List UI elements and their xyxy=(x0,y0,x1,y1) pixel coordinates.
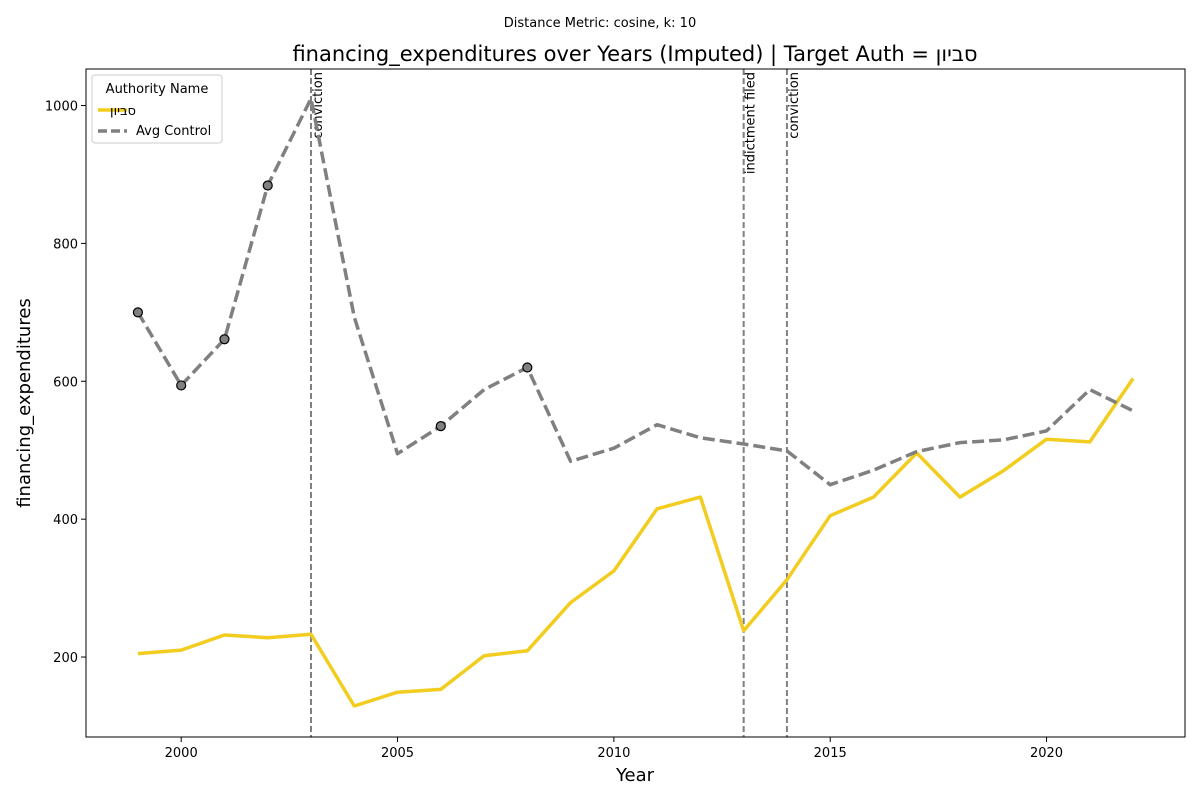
y-tick-label: 800 xyxy=(53,237,78,252)
chart-title: financing_expenditures over Years (Imput… xyxy=(292,42,977,67)
legend: Authority Name סביון Avg Control xyxy=(91,74,223,144)
x-tick-label: 2020 xyxy=(1030,746,1063,761)
y-tick-label: 400 xyxy=(53,513,78,528)
plot-frame xyxy=(85,68,1186,738)
imputed-point xyxy=(522,362,533,373)
y-tick-label: 1000 xyxy=(45,100,78,115)
legend-label-series-0: סביון xyxy=(110,104,136,119)
event-label: conviction xyxy=(787,72,802,139)
legend-label-series-1: Avg Control xyxy=(136,124,211,139)
x-axis: 2000 2005 2010 2015 2020 xyxy=(165,737,1063,761)
imputed-point xyxy=(132,307,144,318)
x-tick-label: 2010 xyxy=(597,746,630,761)
x-tick-label: 2015 xyxy=(814,746,847,761)
x-tick-label: 2005 xyxy=(381,746,414,761)
chart-subtitle: Distance Metric: cosine, k: 10 xyxy=(504,16,696,31)
event-label: indictment filed xyxy=(744,72,759,174)
y-axis-label: financing_expenditures xyxy=(14,298,35,508)
y-tick-label: 200 xyxy=(53,651,78,666)
series-line-1 xyxy=(136,96,1134,487)
legend-box xyxy=(91,74,223,144)
y-axis: 200 400 600 800 1000 xyxy=(45,100,86,666)
y-tick-label: 600 xyxy=(53,375,78,390)
imputed-point xyxy=(219,334,230,345)
legend-title: Authority Name xyxy=(106,82,209,97)
series-line-0 xyxy=(137,377,1135,708)
x-tick-label: 2000 xyxy=(165,746,198,761)
x-axis-label: Year xyxy=(615,765,655,786)
imputed-point xyxy=(435,420,446,432)
imputed-point xyxy=(176,380,187,391)
plot-area: conviction indictment filed conviction xyxy=(132,69,1135,737)
imputed-point xyxy=(262,180,273,191)
